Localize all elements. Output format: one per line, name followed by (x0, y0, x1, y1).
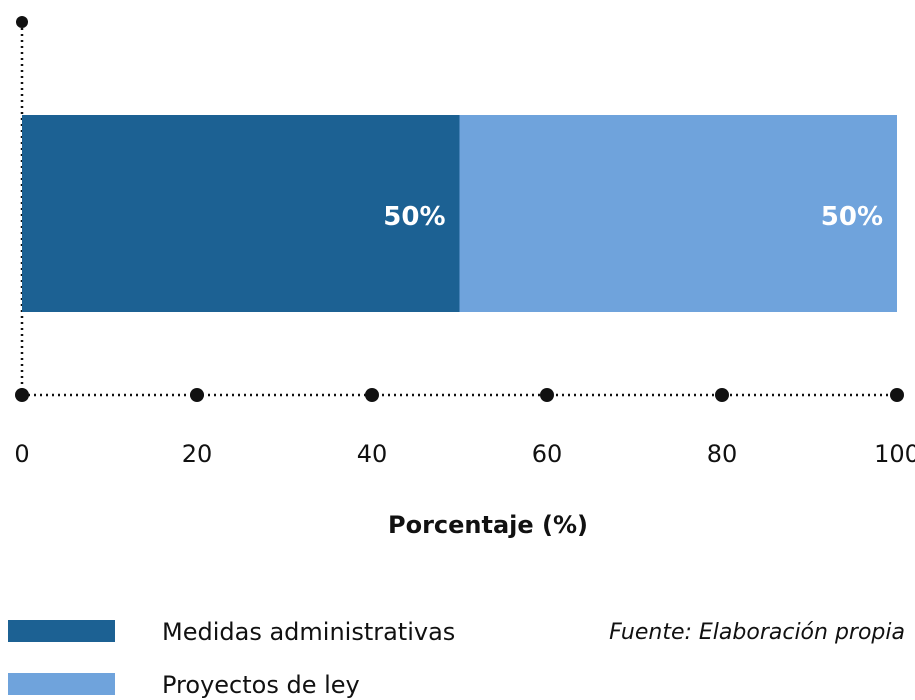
x-tick (15, 388, 29, 402)
value-label: 50% (821, 202, 883, 232)
bar-segment (22, 115, 460, 312)
x-tick-label: 20 (182, 440, 213, 468)
value-label: 50% (383, 202, 445, 232)
x-axis-label: Porcentaje (%) (388, 511, 588, 539)
legend-label: Proyectos de ley (162, 671, 360, 699)
axis-dot (16, 16, 28, 28)
x-tick (715, 388, 729, 402)
x-tick-label: 80 (707, 440, 738, 468)
x-tick-label: 60 (532, 440, 563, 468)
legend-swatch (8, 673, 115, 695)
x-tick (890, 388, 904, 402)
x-tick-label: 100 (874, 440, 915, 468)
legend-label: Medidas administrativas (162, 618, 455, 646)
x-tick-label: 0 (14, 440, 29, 468)
bar-segment (459, 115, 897, 312)
x-tick-label: 40 (357, 440, 388, 468)
legend-swatch (8, 620, 115, 642)
x-tick (365, 388, 379, 402)
source-note: Fuente: Elaboración propia (609, 620, 905, 645)
x-tick (190, 388, 204, 402)
x-tick (540, 388, 554, 402)
